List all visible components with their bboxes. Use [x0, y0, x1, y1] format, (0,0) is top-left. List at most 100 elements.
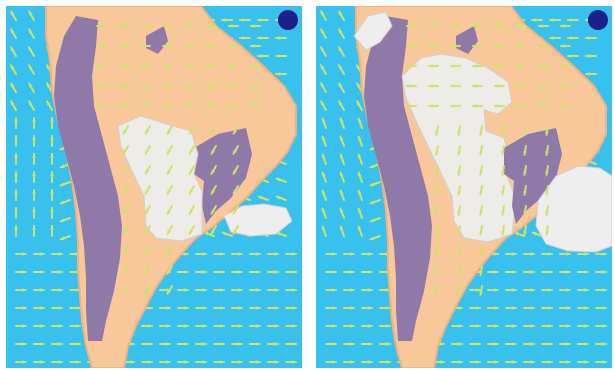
wind-arrow-icon	[516, 64, 527, 68]
wind-arrow-icon	[166, 205, 173, 215]
wind-arrow-icon	[339, 153, 345, 165]
wind-arrow-icon	[140, 104, 151, 108]
wind-arrow-icon	[559, 360, 571, 364]
northern-highland	[456, 26, 478, 54]
wind-arrow-icon	[162, 44, 173, 48]
wind-arrow-icon	[338, 10, 345, 21]
wind-arrow-icon	[231, 270, 243, 274]
wind-arrow-icon	[195, 252, 207, 256]
wind-arrow-icon	[275, 177, 287, 183]
wind-arrow-icon	[33, 342, 45, 346]
wind-arrow-icon	[213, 360, 225, 364]
wind-arrow-icon	[487, 324, 499, 328]
wind-arrow-icon	[232, 225, 239, 235]
wind-arrow-icon	[177, 270, 189, 274]
wind-arrow-icon	[435, 145, 439, 156]
wind-arrow-icon	[320, 10, 327, 21]
wind-arrow-icon	[122, 165, 129, 175]
wind-arrow-icon	[14, 189, 18, 201]
wind-arrow-icon	[228, 104, 239, 108]
wind-arrow-icon	[210, 145, 217, 155]
wind-arrow-icon	[595, 342, 607, 346]
wind-arrow-icon	[51, 252, 63, 256]
wind-arrow-icon	[479, 125, 483, 136]
wind-arrow-icon	[325, 342, 337, 346]
wind-arrow-icon	[10, 64, 17, 75]
wind-arrow-icon	[250, 104, 261, 108]
wind-arrow-icon	[159, 342, 171, 346]
wind-arrow-icon	[51, 324, 63, 328]
wind-arrow-icon	[435, 285, 439, 296]
wind-arrow-icon	[15, 252, 27, 256]
wind-arrow-icon	[469, 360, 481, 364]
wind-arrow-icon	[567, 18, 579, 22]
wind-arrow-icon	[479, 265, 483, 276]
wind-arrow-icon	[144, 125, 151, 135]
wind-arrow-icon	[195, 288, 207, 292]
wind-arrow-icon	[50, 171, 54, 183]
wind-arrow-icon	[69, 324, 81, 328]
wind-arrow-icon	[560, 24, 571, 28]
wind-arrow-icon	[213, 324, 225, 328]
wind-arrow-icon	[457, 225, 461, 236]
wind-arrow-icon	[249, 252, 261, 256]
wind-arrow-icon	[435, 265, 439, 276]
wind-arrow-icon	[479, 205, 483, 216]
wind-arrow-icon	[14, 153, 18, 165]
wind-arrow-icon	[428, 24, 439, 28]
wind-arrow-icon	[122, 225, 129, 235]
wind-arrow-icon	[210, 205, 217, 215]
cloud-cover-interior	[117, 115, 203, 242]
wind-arrow-icon	[177, 360, 189, 364]
wind-arrow-icon	[118, 104, 129, 108]
wind-arrow-icon	[10, 10, 17, 21]
wind-arrow-icon	[567, 36, 579, 40]
wind-arrow-icon	[249, 288, 261, 292]
wind-arrow-icon	[321, 117, 327, 129]
wind-arrow-icon	[541, 270, 553, 274]
wind-arrow-icon	[325, 288, 337, 292]
wind-arrow-icon	[213, 288, 225, 292]
wind-arrow-icon	[177, 288, 189, 292]
wind-arrow-icon	[469, 324, 481, 328]
wind-arrow-icon	[559, 252, 571, 256]
wind-arrow-icon	[257, 54, 269, 58]
wind-arrow-icon	[457, 205, 461, 216]
wind-arrow-icon	[516, 104, 527, 108]
wind-arrow-icon	[541, 288, 553, 292]
wind-arrow-icon	[144, 225, 151, 235]
wind-arrow-icon	[141, 360, 153, 364]
wind-arrow-icon	[435, 205, 439, 216]
wind-arrow-icon	[369, 217, 381, 223]
wind-arrow-icon	[239, 18, 251, 22]
wind-arrow-icon	[479, 145, 483, 156]
wind-arrow-icon	[28, 28, 35, 39]
wind-arrow-icon	[494, 104, 505, 108]
wind-arrow-icon	[457, 245, 461, 256]
wind-arrow-icon	[195, 306, 207, 310]
wind-arrow-icon	[450, 84, 461, 88]
wind-arrow-icon	[285, 360, 297, 364]
wind-arrow-icon	[361, 342, 373, 346]
wind-arrow-icon	[250, 44, 261, 48]
wind-arrow-icon	[531, 231, 543, 237]
wind-arrow-icon	[487, 306, 499, 310]
wind-arrow-icon	[144, 285, 151, 295]
wind-arrow-icon	[250, 84, 261, 88]
wind-arrow-icon	[595, 306, 607, 310]
wind-arrow-icon	[213, 270, 225, 274]
cloud-cover-northwest	[353, 11, 393, 51]
wind-arrow-icon	[188, 165, 195, 175]
wind-arrow-icon	[177, 342, 189, 346]
wind-arrow-icon	[577, 270, 589, 274]
wind-arrow-icon	[285, 324, 297, 328]
wind-arrow-icon	[28, 100, 35, 111]
wind-arrow-icon	[435, 225, 439, 236]
wind-arrow-icon	[545, 125, 549, 136]
wind-arrow-icon	[122, 285, 129, 295]
wind-arrow-icon	[469, 288, 481, 292]
wind-arrow-icon	[343, 324, 355, 328]
wind-arrow-icon	[14, 117, 18, 129]
wind-arrow-icon	[228, 24, 239, 28]
wind-arrow-icon	[285, 288, 297, 292]
